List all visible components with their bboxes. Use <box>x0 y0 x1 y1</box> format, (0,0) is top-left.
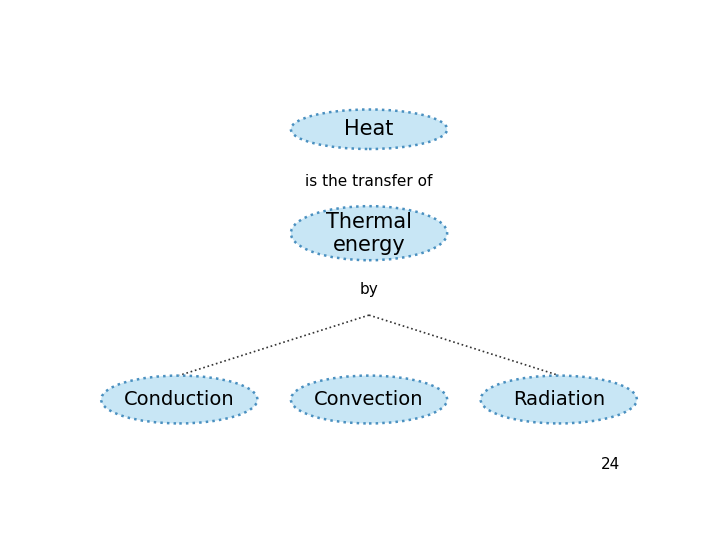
Ellipse shape <box>481 376 637 423</box>
Text: Conduction: Conduction <box>124 390 235 409</box>
Text: Radiation: Radiation <box>513 390 605 409</box>
Ellipse shape <box>291 110 447 149</box>
Ellipse shape <box>291 206 447 260</box>
Text: Heat: Heat <box>344 119 394 139</box>
Text: 24: 24 <box>601 457 620 472</box>
Ellipse shape <box>291 376 447 423</box>
Text: Thermal
energy: Thermal energy <box>326 212 412 255</box>
Text: Convection: Convection <box>314 390 424 409</box>
Ellipse shape <box>101 376 258 423</box>
Text: by: by <box>359 282 379 297</box>
Text: is the transfer of: is the transfer of <box>305 174 433 188</box>
